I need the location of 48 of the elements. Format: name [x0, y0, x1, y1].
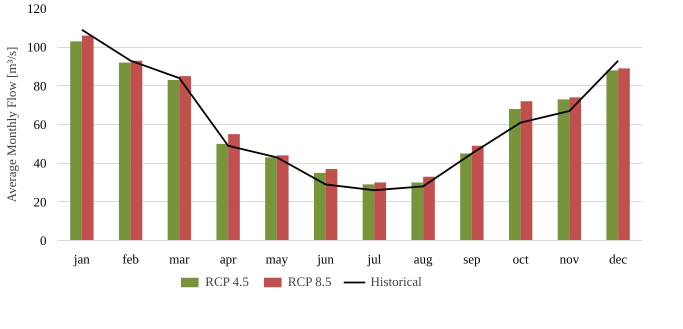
x-tick-label: dec	[609, 252, 628, 266]
bar	[569, 97, 582, 240]
bar	[179, 76, 192, 240]
y-tick-label: 120	[27, 1, 46, 16]
x-tick-label: jun	[316, 252, 334, 266]
x-tick-label: jul	[366, 252, 382, 266]
bar	[618, 68, 630, 240]
bar	[82, 36, 94, 240]
y-tick-label: 100	[27, 40, 46, 55]
bar	[276, 155, 289, 240]
bar	[265, 157, 277, 240]
bar	[423, 176, 435, 240]
x-tick-label: may	[266, 252, 289, 266]
bar	[508, 109, 521, 240]
bar	[460, 154, 472, 240]
bar	[70, 41, 82, 240]
bar	[411, 182, 424, 240]
bar	[362, 184, 374, 240]
bar	[472, 146, 484, 240]
y-tick-label: 80	[34, 78, 46, 94]
legend-label: Historical	[370, 274, 422, 290]
bar	[314, 172, 326, 240]
x-tick-label: jan	[72, 252, 90, 266]
bar	[606, 70, 618, 240]
bar	[130, 60, 142, 240]
bar	[520, 101, 532, 240]
x-tick-label: feb	[122, 252, 139, 266]
bar	[118, 62, 131, 240]
line-series	[80, 28, 620, 192]
x-tick-label: sep	[463, 252, 481, 266]
x-tick-label: apr	[220, 252, 238, 266]
legend-label: RCP 8.5	[288, 274, 332, 290]
y-tick-label: 60	[34, 117, 46, 132]
y-tick-label: 20	[34, 194, 46, 210]
bar	[558, 99, 570, 240]
y-tick-label: 0	[40, 233, 46, 248]
bar	[168, 80, 180, 240]
bar	[216, 144, 228, 240]
x-tick-label: aug	[414, 252, 434, 266]
x-tick-label: mar	[169, 252, 190, 266]
bar	[228, 134, 240, 240]
legend-label: RCP 4.5	[205, 274, 249, 290]
bar	[374, 182, 386, 240]
x-tick-label: nov	[560, 252, 580, 266]
x-tick-label: oct	[512, 252, 529, 266]
y-axis-title: Average Monthly Flow [m³/s]	[4, 46, 19, 202]
bar	[326, 168, 338, 240]
y-tick-label: 40	[34, 156, 46, 171]
